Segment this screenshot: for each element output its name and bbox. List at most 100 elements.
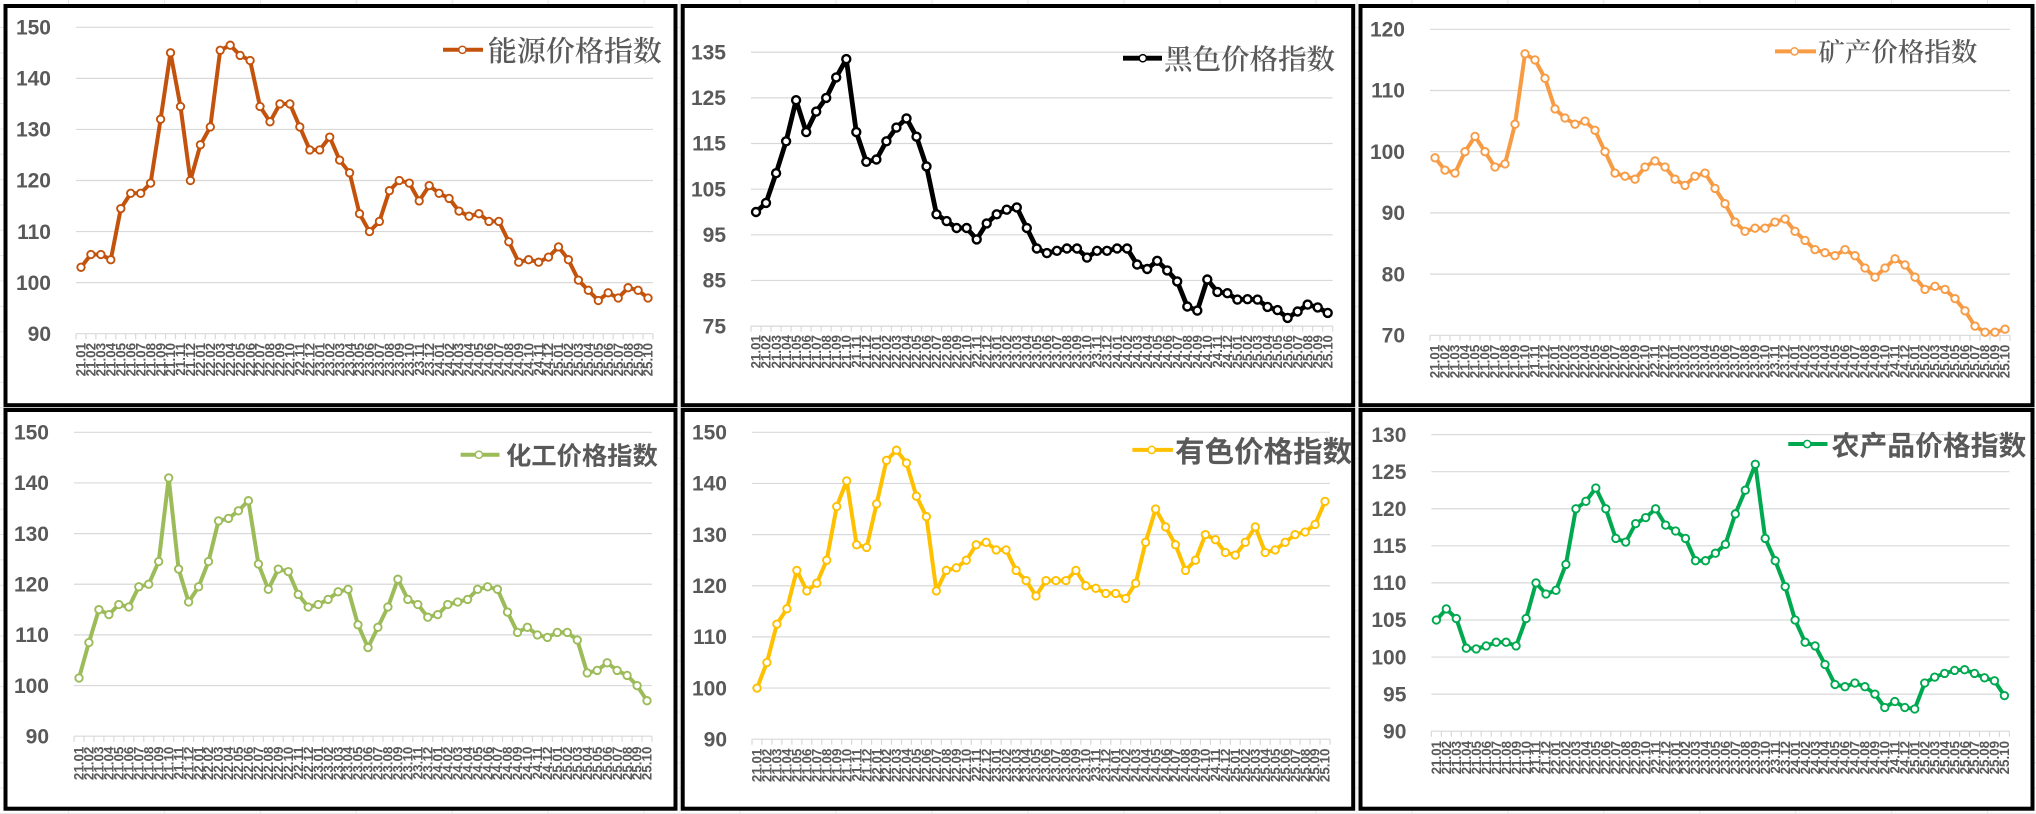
- svg-text:25.08: 25.08: [1977, 740, 1992, 774]
- svg-text:24.08: 24.08: [500, 746, 515, 780]
- svg-text:25.10: 25.10: [1320, 335, 1335, 369]
- svg-text:25.01: 25.01: [1907, 740, 1922, 774]
- svg-text:110: 110: [1373, 572, 1407, 595]
- svg-text:24.03: 24.03: [1128, 749, 1143, 783]
- svg-text:23.07: 23.07: [1050, 335, 1065, 369]
- svg-text:23.08: 23.08: [1738, 344, 1753, 378]
- svg-text:21.07: 21.07: [133, 343, 148, 377]
- svg-text:24.09: 24.09: [1188, 749, 1203, 783]
- svg-text:21.02: 21.02: [1439, 741, 1454, 775]
- svg-text:21.09: 21.09: [153, 343, 168, 377]
- svg-text:23.01: 23.01: [1668, 344, 1683, 378]
- svg-text:21.10: 21.10: [839, 749, 854, 783]
- svg-text:22.09: 22.09: [949, 335, 964, 369]
- svg-text:22.05: 22.05: [909, 334, 924, 368]
- svg-text:21.04: 21.04: [102, 746, 117, 780]
- svg-text:21.09: 21.09: [829, 749, 844, 783]
- svg-text:24.03: 24.03: [450, 747, 465, 781]
- svg-text:21.07: 21.07: [131, 747, 146, 781]
- svg-text:23.04: 23.04: [1698, 740, 1713, 774]
- svg-text:24.08: 24.08: [501, 342, 516, 376]
- svg-text:24.07: 24.07: [490, 747, 505, 781]
- svg-text:24.05: 24.05: [472, 342, 487, 376]
- svg-text:24.12: 24.12: [540, 747, 555, 781]
- svg-text:25.02: 25.02: [560, 747, 575, 781]
- svg-text:24.02: 24.02: [440, 747, 455, 781]
- svg-text:23.02: 23.02: [999, 749, 1014, 783]
- svg-text:24.08: 24.08: [1178, 748, 1193, 782]
- svg-text:21.11: 21.11: [849, 334, 864, 367]
- svg-text:90: 90: [704, 728, 727, 751]
- svg-text:22.03: 22.03: [889, 749, 904, 783]
- svg-text:25.08: 25.08: [621, 342, 636, 376]
- svg-text:21.08: 21.08: [819, 748, 834, 782]
- svg-text:23.12: 23.12: [1100, 335, 1115, 369]
- svg-text:21.04: 21.04: [1459, 740, 1474, 774]
- svg-text:21.08: 21.08: [1499, 740, 1514, 774]
- svg-text:22.06: 22.06: [1598, 345, 1613, 379]
- svg-text:23.01: 23.01: [989, 334, 1004, 368]
- svg-text:25.05: 25.05: [590, 746, 605, 780]
- svg-text:22.08: 22.08: [939, 334, 954, 368]
- svg-text:24.11: 24.11: [530, 746, 545, 779]
- svg-text:22.09: 22.09: [949, 749, 964, 783]
- svg-text:21.03: 21.03: [1448, 345, 1463, 379]
- svg-text:24.09: 24.09: [1868, 741, 1883, 775]
- svg-text:21.10: 21.10: [161, 747, 176, 781]
- svg-text:100: 100: [1371, 646, 1406, 669]
- svg-text:21.11: 21.11: [173, 342, 188, 375]
- svg-text:140: 140: [16, 68, 51, 91]
- svg-text:21.02: 21.02: [760, 749, 775, 783]
- svg-text:24.06: 24.06: [482, 343, 497, 377]
- svg-text:22.11: 22.11: [1648, 740, 1663, 773]
- svg-text:24.01: 24.01: [1108, 748, 1123, 782]
- svg-text:21.09: 21.09: [829, 335, 844, 369]
- svg-text:22.03: 22.03: [1569, 741, 1584, 775]
- svg-text:23.12: 23.12: [1098, 749, 1113, 783]
- svg-text:22.04: 22.04: [899, 334, 914, 368]
- svg-text:25.05: 25.05: [1947, 740, 1962, 774]
- svg-text:24.04: 24.04: [1140, 334, 1155, 368]
- svg-text:22.06: 22.06: [243, 343, 258, 377]
- svg-text:24.04: 24.04: [462, 342, 477, 376]
- svg-text:25.01: 25.01: [551, 342, 566, 376]
- svg-text:23.11: 23.11: [412, 342, 427, 375]
- svg-text:100: 100: [692, 677, 727, 700]
- svg-text:135: 135: [691, 42, 726, 65]
- svg-text:21.12: 21.12: [859, 749, 874, 783]
- svg-text:24.03: 24.03: [452, 343, 467, 377]
- svg-text:25.04: 25.04: [1937, 740, 1952, 774]
- svg-text:21.10: 21.10: [1518, 345, 1533, 379]
- svg-text:22.11: 22.11: [1648, 344, 1663, 377]
- svg-text:22.12: 22.12: [979, 335, 994, 369]
- svg-text:21.03: 21.03: [92, 747, 107, 781]
- svg-text:110: 110: [15, 624, 49, 647]
- svg-text:120: 120: [1371, 498, 1406, 521]
- svg-text:23.09: 23.09: [1748, 345, 1763, 379]
- svg-text:21.02: 21.02: [1438, 345, 1453, 379]
- svg-text:22.05: 22.05: [909, 748, 924, 782]
- svg-text:23.07: 23.07: [1728, 741, 1743, 775]
- svg-text:23.06: 23.06: [361, 747, 376, 781]
- svg-text:22.06: 22.06: [919, 335, 934, 369]
- svg-text:25.10: 25.10: [640, 747, 655, 781]
- svg-text:22.08: 22.08: [1618, 344, 1633, 378]
- svg-text:90: 90: [28, 323, 51, 346]
- svg-text:23.03: 23.03: [1009, 749, 1024, 783]
- svg-text:22.08: 22.08: [263, 342, 278, 376]
- svg-text:24.01: 24.01: [1788, 740, 1803, 774]
- svg-text:24.10: 24.10: [1878, 741, 1893, 775]
- svg-text:21.10: 21.10: [1519, 741, 1534, 775]
- svg-text:23.06: 23.06: [1718, 345, 1733, 379]
- svg-text:25.02: 25.02: [1917, 741, 1932, 775]
- svg-text:21.07: 21.07: [1489, 741, 1504, 775]
- svg-text:23.03: 23.03: [331, 747, 346, 781]
- svg-text:24.09: 24.09: [510, 747, 525, 781]
- svg-text:25.06: 25.06: [1280, 335, 1295, 369]
- svg-text:23.02: 23.02: [999, 335, 1014, 369]
- svg-text:25.10: 25.10: [1997, 741, 2012, 775]
- svg-text:22.10: 22.10: [1638, 741, 1653, 775]
- svg-text:21.12: 21.12: [181, 747, 196, 781]
- svg-text:25.01: 25.01: [1228, 748, 1243, 782]
- svg-text:25.03: 25.03: [1928, 345, 1943, 379]
